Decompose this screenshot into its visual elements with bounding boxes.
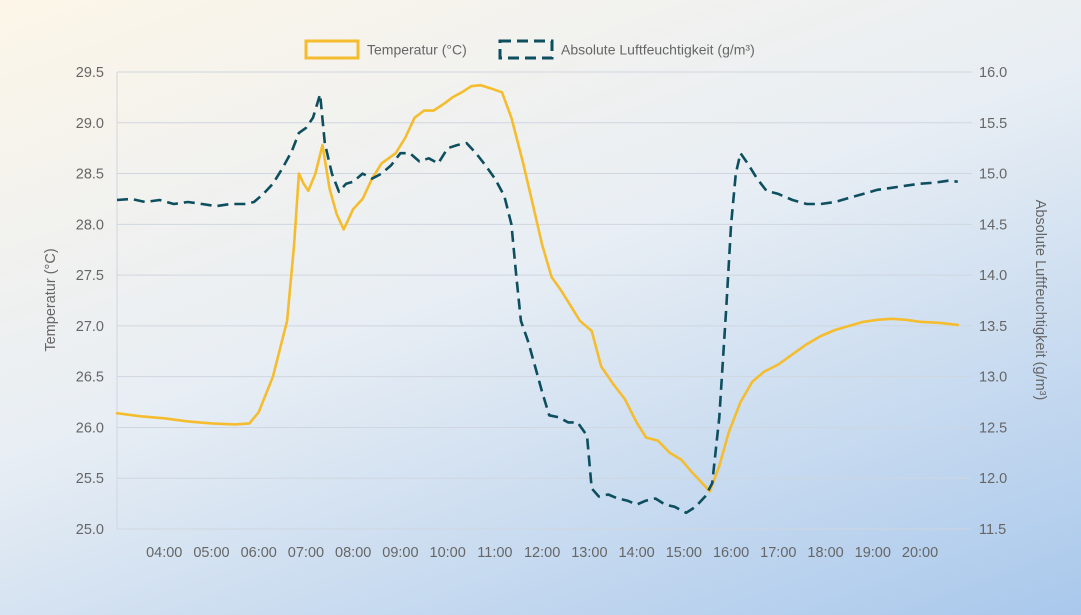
right-tick-label: 11.5: [979, 522, 1006, 538]
right-tick-label: 12.0: [979, 471, 1007, 487]
right-tick-label: 13.5: [979, 319, 1007, 335]
x-tick-label: 06:00: [241, 545, 277, 561]
legend-swatch-temperature: [304, 39, 360, 60]
left-tick-label: 28.0: [76, 217, 104, 233]
left-tick-label: 29.5: [76, 65, 104, 81]
right-tick-label: 14.0: [979, 268, 1007, 284]
left-tick-label: 25.0: [76, 522, 104, 538]
x-tick-label: 17:00: [760, 545, 796, 561]
legend-label-temperature: Temperatur (°C): [367, 42, 467, 58]
x-tick-label: 11:00: [477, 545, 512, 561]
x-tick-label: 05:00: [193, 545, 229, 561]
x-tick-label: 10:00: [430, 545, 466, 561]
series-line-humidity: [116, 93, 958, 515]
right-tick-label: 15.0: [979, 167, 1007, 183]
right-tick-label: 16.0: [979, 65, 1007, 81]
right-tick-label: 15.5: [979, 116, 1007, 132]
right-axis-title: Absolute Luftfeuchtigkeit (g/m³): [1032, 200, 1048, 401]
grid: [116, 71, 972, 530]
x-tick-label: 19:00: [855, 545, 891, 561]
x-tick-label: 12:00: [524, 545, 560, 561]
x-axis: 04:00 05:00 06:00 07:00 08:00 09:00 10:00 11:00…: [146, 545, 938, 561]
left-axis: 25.0 25.5 26.0 26.5 27.0 27.5 28.0 28.5 29.0 29.5: [76, 65, 104, 538]
x-tick-label: 13:00: [571, 545, 607, 561]
x-tick-label: 09:00: [382, 545, 418, 561]
x-tick-label: 15:00: [666, 545, 702, 561]
left-tick-label: 27.5: [76, 268, 104, 284]
x-tick-label: 04:00: [146, 545, 182, 561]
x-tick-label: 07:00: [288, 545, 324, 561]
right-tick-label: 12.5: [979, 420, 1007, 436]
left-tick-label: 25.5: [76, 471, 104, 487]
legend-swatch-humidity: [498, 39, 554, 60]
left-tick-label: 29.0: [76, 116, 104, 132]
left-tick-label: 26.5: [76, 370, 104, 386]
left-axis-title: Temperatur (°C): [43, 248, 59, 351]
series-line-temperature: [115, 83, 960, 493]
left-tick-label: 26.0: [76, 420, 104, 436]
x-tick-label: 16:00: [713, 545, 749, 561]
x-tick-label: 14:00: [618, 545, 654, 561]
right-tick-label: 13.0: [979, 370, 1007, 386]
x-tick-label: 20:00: [902, 545, 938, 561]
x-tick-label: 18:00: [807, 545, 843, 561]
x-tick-label: 08:00: [335, 545, 371, 561]
right-axis: 11.5 12.0 12.5 13.0 13.5 14.0 14.5 15.0 15.5 16.0: [979, 65, 1007, 538]
left-tick-label: 28.5: [76, 167, 104, 183]
series-group: [115, 83, 960, 515]
legend-label-humidity: Absolute Luftfeuchtigkeit (g/m³): [561, 42, 755, 58]
right-tick-label: 14.5: [979, 217, 1007, 233]
legend: Temperatur (°C) Absolute Luftfeuchtigkei…: [304, 39, 755, 60]
left-tick-label: 27.0: [76, 319, 104, 335]
